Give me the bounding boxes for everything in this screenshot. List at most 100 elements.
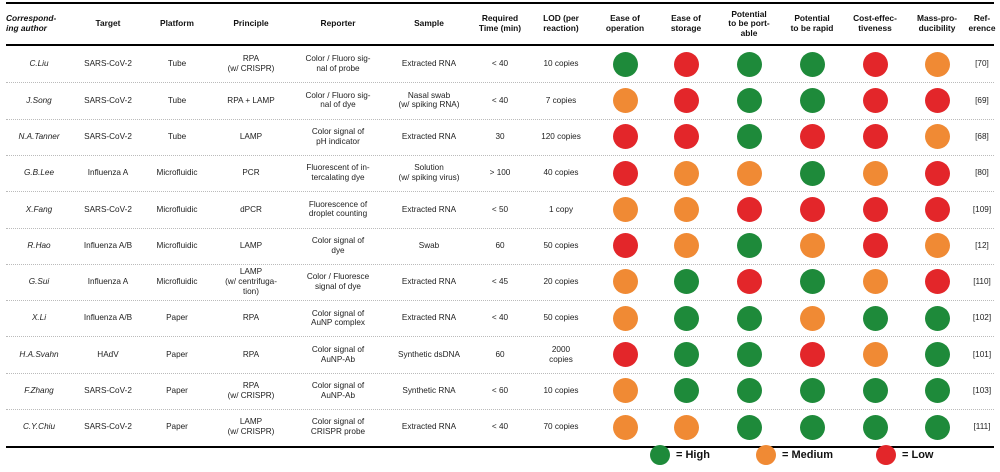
- cell-target: Influenza A/B: [83, 240, 133, 250]
- rating-high-dot: [673, 342, 699, 368]
- row-divider: [6, 82, 994, 84]
- cell-platform: Paper: [166, 386, 188, 395]
- rating-medium-dot: [736, 160, 762, 186]
- rating-high-dot: [799, 51, 825, 77]
- column-header: Principle: [233, 18, 269, 29]
- cell-platform: Paper: [166, 313, 188, 323]
- legend-medium-label: = Medium: [782, 449, 834, 461]
- column-header: Potential to be port-able: [728, 8, 770, 38]
- cell-ref: [80]: [975, 168, 989, 178]
- rating-low-dot: [924, 269, 950, 295]
- cell-target: SARS-CoV-2: [84, 204, 132, 214]
- column-header: Target: [95, 18, 121, 29]
- legend-high-dot: [650, 445, 670, 465]
- cell-ref: [102]: [972, 313, 992, 323]
- cell-lod: 50 copies: [543, 240, 579, 250]
- cell-principle: RPA: [242, 349, 260, 359]
- rating-high-dot: [862, 305, 888, 331]
- rating-medium-dot: [862, 160, 888, 186]
- cell-ref: [101]: [972, 349, 992, 359]
- cell-author: J.Song: [26, 95, 52, 105]
- rating-high-dot: [736, 378, 762, 404]
- cell-sample: Solution (w/ spiking virus): [398, 163, 460, 183]
- cell-time: > 100: [489, 168, 511, 178]
- cell-author: R.Hao: [27, 240, 51, 250]
- rating-low-dot: [799, 124, 825, 150]
- cell-lod: 10 copies: [543, 59, 579, 69]
- cell-platform: Tube: [167, 95, 187, 105]
- rating-low-dot: [924, 160, 950, 186]
- cell-reporter: Color signal of pH indicator: [311, 127, 365, 146]
- cell-principle: RPA + LAMP: [227, 95, 275, 105]
- row-divider: [6, 263, 994, 265]
- cell-sample: Nasal swab (w/ spiking RNA): [398, 90, 460, 110]
- column-header: Ease of operation: [605, 13, 645, 33]
- cell-lod: 10 copies: [543, 386, 579, 395]
- rating-low-dot: [673, 87, 699, 113]
- rating-medium-dot: [612, 269, 638, 295]
- row-divider: [6, 191, 994, 193]
- cell-target: HAdV: [97, 349, 119, 359]
- cell-time: 60: [495, 349, 505, 359]
- rating-high-dot: [799, 414, 825, 440]
- cell-reporter: Color / Fluoro sig-nal of probe: [305, 54, 371, 74]
- table-rule: [6, 446, 994, 448]
- rating-high-dot: [736, 124, 762, 150]
- column-header: Ease of storage: [670, 13, 702, 33]
- cell-reporter: Color signal of AuNP-Ab: [311, 381, 365, 400]
- cell-time: < 60: [491, 386, 509, 395]
- table-rule: [6, 44, 994, 46]
- column-header: Sample: [414, 18, 444, 29]
- cell-author: C.Y.Chiu: [22, 422, 55, 432]
- legend-low-label: = Low: [902, 449, 934, 461]
- cell-platform: Microfluidic: [156, 240, 198, 250]
- cell-reporter: Color signal of AuNP complex: [310, 308, 365, 328]
- row-divider: [6, 227, 994, 229]
- cell-platform: Tube: [167, 59, 187, 69]
- cell-principle: PCR: [242, 168, 260, 178]
- rating-low-dot: [862, 233, 888, 259]
- cell-target: SARS-CoV-2: [84, 59, 132, 69]
- column-header: Correspond-ing author: [6, 13, 57, 33]
- cell-target: SARS-CoV-2: [84, 386, 132, 395]
- cell-time: < 40: [491, 59, 509, 69]
- rating-low-dot: [612, 233, 638, 259]
- rating-high-dot: [862, 378, 888, 404]
- legend-low-dot: [876, 445, 896, 465]
- legend-medium-dot: [756, 445, 776, 465]
- cell-target: SARS-CoV-2: [84, 95, 132, 105]
- rating-low-dot: [736, 196, 762, 222]
- cell-sample: Synthetic dsDNA: [398, 349, 460, 359]
- rating-medium-dot: [612, 87, 638, 113]
- cell-reporter: Fluorescence of droplet counting: [308, 199, 368, 219]
- cell-author: C.Liu: [29, 59, 49, 69]
- cell-lod: 70 copies: [543, 422, 579, 432]
- cell-author: G.Sui: [28, 277, 50, 287]
- row-divider: [6, 300, 994, 302]
- rating-high-dot: [736, 51, 762, 77]
- cell-reporter: Color signal of CRISPR probe: [310, 417, 366, 437]
- rating-high-dot: [673, 269, 699, 295]
- column-header: Reporter: [320, 18, 356, 29]
- rating-medium-dot: [799, 233, 825, 259]
- rating-high-dot: [736, 233, 762, 259]
- cell-platform: Tube: [167, 131, 187, 141]
- rating-medium-dot: [799, 305, 825, 331]
- cell-lod: 1 copy: [548, 204, 574, 214]
- cell-principle: RPA: [242, 313, 260, 323]
- cell-author: N.A.Tanner: [18, 131, 60, 141]
- column-header: Platform: [160, 18, 194, 29]
- cell-time: < 40: [491, 95, 509, 105]
- column-header: Required Time (min): [478, 13, 522, 33]
- rating-high-dot: [862, 414, 888, 440]
- row-divider: [6, 336, 994, 338]
- rating-high-dot: [799, 269, 825, 295]
- rating-medium-dot: [924, 233, 950, 259]
- rating-low-dot: [862, 51, 888, 77]
- cell-platform: Microfluidic: [156, 204, 198, 214]
- cell-author: F.Zhang: [24, 386, 54, 395]
- cell-lod: 7 copies: [545, 95, 577, 105]
- cell-reporter: Color / Fluoresce signal of dye: [306, 272, 370, 291]
- cell-target: SARS-CoV-2: [84, 131, 132, 141]
- cell-reporter: Color signal of dye: [311, 235, 365, 255]
